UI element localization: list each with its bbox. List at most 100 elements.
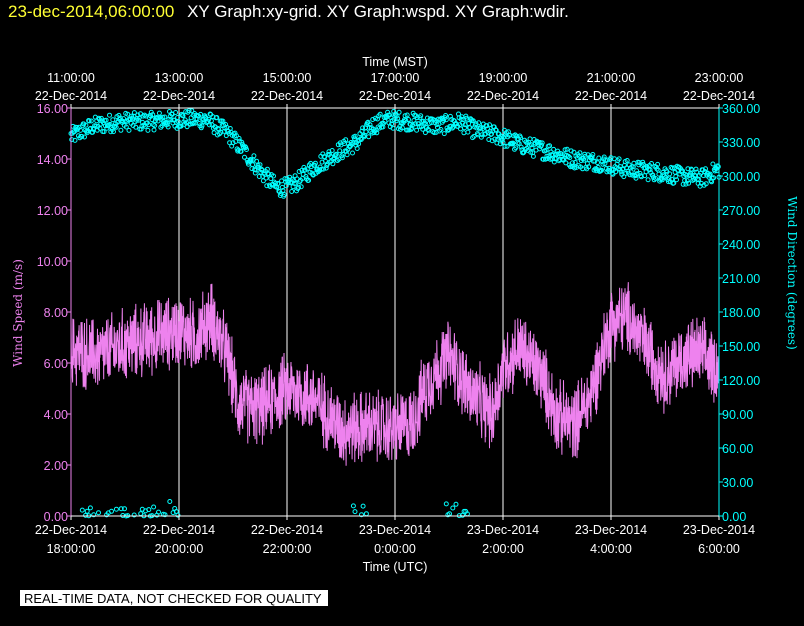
wind-direction-point xyxy=(438,127,444,132)
wind-direction-point xyxy=(282,176,288,182)
wind-direction-point xyxy=(252,170,258,176)
wind-direction-point xyxy=(645,177,651,183)
wind-direction-point xyxy=(312,160,318,166)
wind-direction-point xyxy=(88,118,94,124)
wind-direction-point xyxy=(131,512,137,518)
wind-direction-point xyxy=(470,118,476,124)
bottom-tick-date: 23-Dec-2014 xyxy=(359,523,431,537)
wind-direction-point xyxy=(547,143,553,149)
wind-direction-point xyxy=(414,127,420,133)
wind-direction-point xyxy=(131,110,137,116)
top-tick-time: 17:00:00 xyxy=(371,71,420,85)
wind-direction-point xyxy=(113,506,119,512)
wind-direction-point xyxy=(136,117,141,123)
wind-direction-point xyxy=(118,506,124,512)
wind-direction-point xyxy=(510,140,516,146)
wind-direction-point xyxy=(343,137,349,143)
top-tick-date: 22-Dec-2014 xyxy=(575,89,647,103)
wind-direction-point xyxy=(616,156,622,162)
wind-direction-point xyxy=(703,166,708,172)
wind-direction-point xyxy=(296,169,302,174)
bottom-tick-date: 23-Dec-2014 xyxy=(575,523,647,537)
wind-direction-point xyxy=(337,148,343,154)
bottom-tick-date: 23-Dec-2014 xyxy=(683,523,755,537)
left-tick-label: 14.00 xyxy=(37,153,68,167)
wind-direction-point xyxy=(344,152,350,158)
wind-direction-point xyxy=(674,177,679,183)
wind-direction-point xyxy=(500,140,506,146)
top-tick-time: 15:00:00 xyxy=(263,71,312,85)
wind-direction-point xyxy=(465,129,471,135)
wind-direction-point xyxy=(528,142,534,148)
bottom-tick-time: 4:00:00 xyxy=(590,542,632,556)
wind-direction-point xyxy=(175,118,181,124)
wind-direction-point xyxy=(335,158,341,163)
bottom-tick-date: 22-Dec-2014 xyxy=(251,523,323,537)
right-tick-label: 240.00 xyxy=(722,238,760,252)
wind-direction-point xyxy=(162,114,168,120)
wind-direction-point xyxy=(329,148,335,153)
wind-direction-point xyxy=(487,128,493,134)
wind-direction-point xyxy=(404,112,410,118)
wind-direction-point xyxy=(418,113,424,119)
wind-direction-point xyxy=(180,113,186,119)
wind-direction-point xyxy=(333,151,339,157)
wind-direction-point xyxy=(281,192,287,197)
wind-direction-point xyxy=(410,122,416,128)
right-tick-label: 180.00 xyxy=(722,306,760,320)
wind-direction-point xyxy=(72,137,78,143)
wind-direction-point xyxy=(582,151,588,157)
wind-direction-point xyxy=(680,168,685,174)
bottom-tick-date: 22-Dec-2014 xyxy=(143,523,215,537)
wind-direction-point xyxy=(103,117,109,123)
wind-direction-point xyxy=(528,149,534,155)
wind-direction-point xyxy=(138,111,143,117)
right-tick-label: 30.00 xyxy=(722,476,753,490)
wind-direction-point xyxy=(518,135,524,141)
wind-direction-point xyxy=(370,117,376,122)
wind-direction-point xyxy=(350,150,355,156)
wind-direction-point xyxy=(461,508,467,514)
wind-direction-point xyxy=(322,154,328,160)
wind-direction-point xyxy=(712,168,718,174)
wind-direction-point xyxy=(529,145,535,151)
wind-direction-point xyxy=(248,157,254,163)
wind-direction-point xyxy=(586,164,592,170)
wind-direction-point xyxy=(84,508,90,514)
wind-direction-point xyxy=(254,158,260,164)
wind-direction-point xyxy=(467,125,473,131)
wind-direction-point xyxy=(69,137,75,143)
timestamp: 23-dec-2014,06:00:00 xyxy=(8,2,175,21)
wind-direction-point xyxy=(707,171,713,177)
wind-direction-point xyxy=(599,167,604,173)
wind-speed-series xyxy=(70,282,720,466)
wind-direction-point xyxy=(360,503,366,509)
wind-direction-point xyxy=(107,112,112,118)
wind-direction-point xyxy=(242,154,247,160)
wind-direction-point xyxy=(715,163,721,169)
wind-direction-point xyxy=(275,180,281,186)
wind-direction-point xyxy=(82,134,87,140)
wind-direction-point xyxy=(303,174,309,179)
graph-titles: XY Graph:xy-grid. XY Graph:wspd. XY Grap… xyxy=(187,2,569,21)
wind-direction-point xyxy=(304,166,310,172)
bottom-tick-time: 2:00:00 xyxy=(482,542,524,556)
wind-direction-point xyxy=(605,157,611,163)
right-axis-label: Wind Direction (degrees) xyxy=(785,196,799,350)
wind-direction-point xyxy=(250,162,256,168)
right-tick-label: 270.00 xyxy=(722,204,760,218)
wind-direction-point xyxy=(563,160,569,166)
wind-direction-point xyxy=(366,134,372,140)
top-axis-label: Time (MST) xyxy=(362,55,428,69)
wind-direction-point xyxy=(86,118,92,124)
wind-direction-point xyxy=(251,153,257,159)
wind-direction-point xyxy=(492,136,498,142)
right-tick-label: 210.00 xyxy=(722,272,760,286)
wind-direction-point xyxy=(710,161,716,167)
chart-header: 23-dec-2014,06:00:00 XY Graph:xy-grid. X… xyxy=(8,2,569,22)
wind-direction-point xyxy=(318,166,324,172)
wind-direction-point xyxy=(564,146,570,152)
wind-direction-point xyxy=(647,167,653,173)
wind-direction-point xyxy=(513,145,519,151)
wind-direction-point xyxy=(175,512,181,518)
